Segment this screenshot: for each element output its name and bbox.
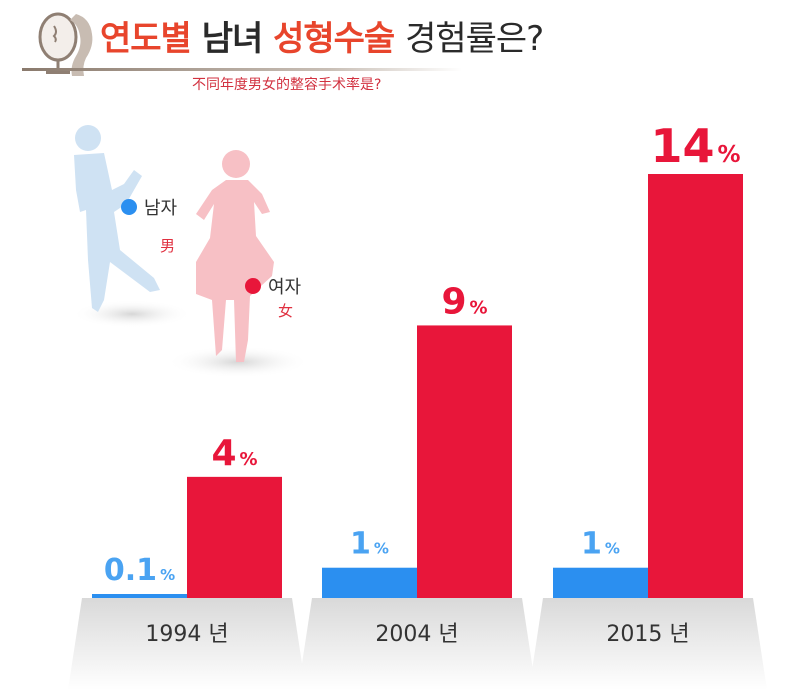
title-part-surgery: 성형수술: [273, 19, 395, 59]
bar-female: [417, 325, 512, 598]
legend-male-swatch: [121, 199, 137, 215]
data-label-male: 1%: [581, 527, 620, 562]
title-underline: [22, 68, 462, 71]
category-floor: [68, 598, 306, 690]
bar-male: [553, 567, 648, 598]
legend-female-sub: 女: [278, 302, 293, 320]
bars-layer: 1994 년 0.1 % 4 % 2004 년 1 % 9 % 2015 년 1 % 14%: [68, 119, 767, 690]
title-area: 연도별 남녀 성형수술 경험률은? 不同年度男女的整容手术率是?: [0, 0, 800, 100]
category-floor: [298, 598, 536, 690]
data-label-female: 9%: [441, 281, 487, 322]
mirror-face-icon: [38, 12, 93, 76]
data-label-male: 0.1%: [104, 553, 175, 588]
title-part-gender: 남녀: [201, 19, 264, 59]
legend-female-label: 여자: [268, 277, 302, 298]
chart-subtitle: 不同年度男女的整容手术率是?: [192, 77, 382, 93]
title-part-rate: 경험률은?: [405, 19, 544, 59]
bar-male: [92, 594, 187, 598]
bar-male: [322, 567, 417, 598]
data-label-male: 1%: [350, 527, 389, 562]
legend-female-swatch: [245, 278, 261, 294]
female-figure-icon: [166, 150, 310, 378]
bar-female: [648, 174, 743, 598]
category-label: 1994 년: [145, 622, 228, 647]
legend: 남자 男 여자 女: [121, 198, 302, 320]
bar-female: [187, 476, 282, 598]
category-label: 2015 년: [606, 622, 689, 647]
title-part-year: 연도별: [100, 19, 192, 59]
data-label-female: 14%: [650, 119, 740, 173]
legend-male-label: 남자: [144, 198, 178, 219]
male-figure-icon: [72, 125, 192, 328]
chart-title: 연도별 남녀 성형수술 경험률은?: [100, 14, 544, 64]
category-floor: [529, 598, 767, 690]
legend-male-sub: 男: [160, 237, 175, 255]
data-label-female: 4%: [211, 433, 257, 474]
category-label: 2004 년: [375, 622, 458, 647]
